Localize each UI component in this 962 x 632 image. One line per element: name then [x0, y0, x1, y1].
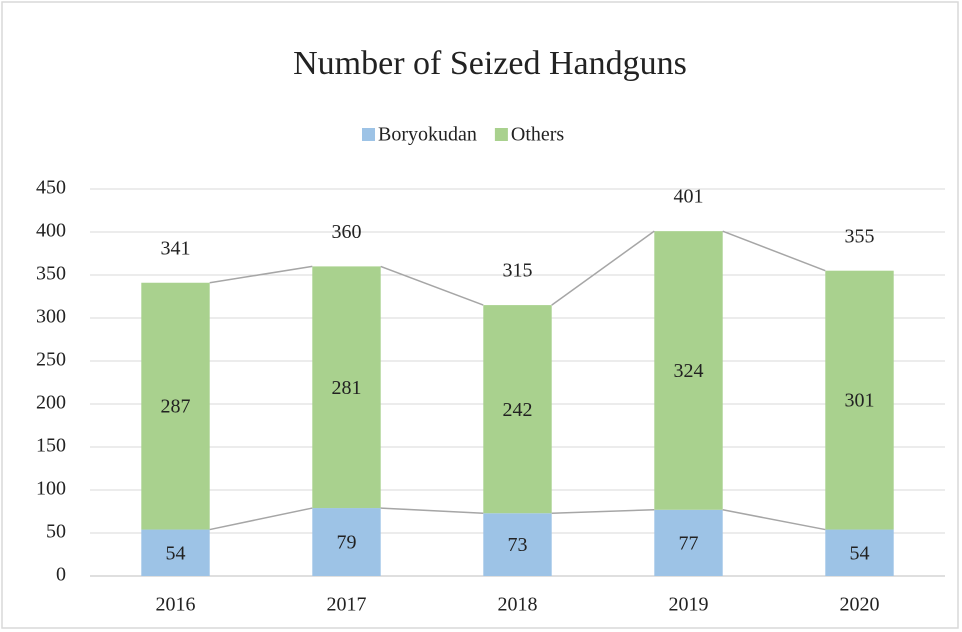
series-line	[380, 507, 484, 514]
series-line	[551, 230, 655, 306]
bar-segment	[483, 305, 552, 514]
total-label: 360	[332, 221, 362, 243]
x-tick-label: 2020	[840, 594, 880, 616]
y-tick-label: 400	[36, 220, 66, 242]
bar-segment	[825, 529, 894, 576]
bar-segment	[141, 282, 210, 530]
y-tick-label: 350	[36, 263, 66, 285]
x-tick-label: 2019	[669, 594, 709, 616]
y-tick-label: 250	[36, 349, 66, 371]
data-label: 301	[845, 390, 875, 412]
y-tick-label: 0	[56, 564, 66, 586]
data-label: 77	[679, 532, 699, 554]
y-tick-label: 100	[36, 478, 66, 500]
x-tick-label: 2016	[156, 594, 196, 616]
total-label: 401	[674, 186, 704, 208]
series-line	[551, 509, 655, 514]
y-tick-label: 450	[36, 177, 66, 199]
data-label: 54	[166, 542, 186, 564]
data-label: 79	[337, 532, 357, 554]
chart-title: Number of Seized Handguns	[293, 45, 687, 82]
bar-segment	[825, 270, 894, 530]
series-line	[209, 507, 313, 531]
series-line	[209, 265, 313, 284]
y-tick-label: 200	[36, 392, 66, 414]
legend-label: Others	[511, 124, 565, 146]
bar-segment	[483, 513, 552, 576]
data-label: 242	[503, 399, 533, 421]
data-label: 54	[850, 542, 870, 564]
legend-swatch	[362, 128, 375, 141]
bar-segment	[141, 529, 210, 576]
series-line	[380, 265, 484, 306]
data-label: 73	[508, 534, 528, 556]
bar-segment	[654, 231, 723, 510]
legend-label: Boryokudan	[378, 124, 477, 146]
legend-swatch	[494, 128, 508, 141]
total-label: 341	[161, 237, 191, 259]
y-tick-label: 50	[46, 521, 66, 543]
data-label: 287	[161, 396, 191, 418]
x-tick-label: 2018	[498, 594, 538, 616]
data-label: 324	[674, 360, 704, 382]
bar-segment	[312, 508, 381, 576]
series-line	[722, 509, 826, 531]
data-label: 281	[332, 377, 362, 399]
total-label: 355	[845, 225, 875, 247]
bar-segment	[312, 266, 381, 509]
y-tick-label: 300	[36, 306, 66, 328]
x-tick-label: 2017	[327, 594, 367, 616]
total-label: 315	[503, 260, 533, 282]
y-tick-label: 150	[36, 435, 66, 457]
series-line	[722, 230, 826, 272]
bar-segment	[654, 509, 723, 576]
